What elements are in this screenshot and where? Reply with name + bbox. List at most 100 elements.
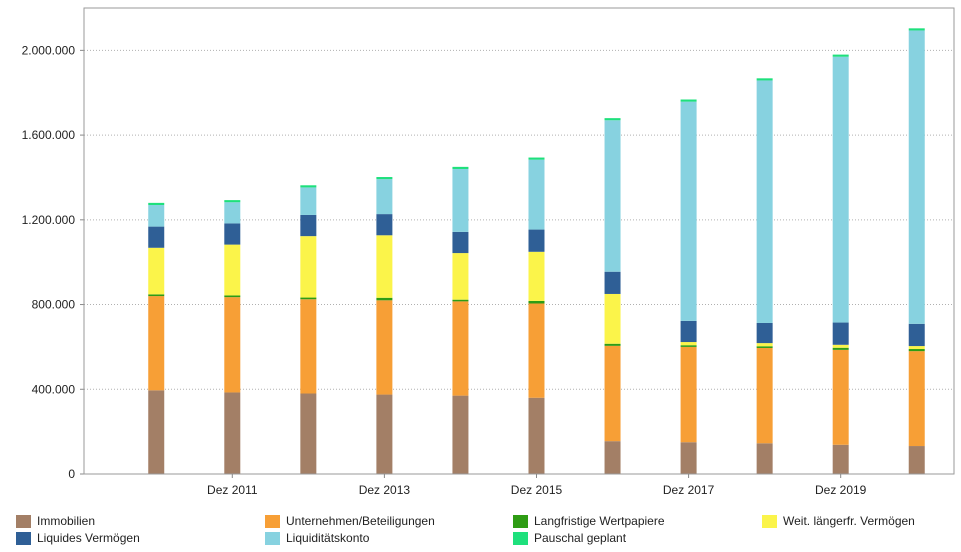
bar-segment — [832, 444, 849, 474]
bar-segment — [528, 300, 545, 304]
legend-label: Unternehmen/Beteiligungen — [286, 514, 435, 528]
legend-swatch — [16, 531, 31, 545]
bar-segment — [528, 397, 545, 474]
legend-swatch — [762, 514, 777, 528]
bar-segment — [756, 443, 773, 474]
bar-segment — [376, 179, 393, 215]
bar-segment — [148, 247, 165, 295]
bar-segment — [224, 295, 241, 298]
legend-label: Liquides Vermögen — [37, 531, 140, 545]
stacked-bar-chart: 0 400.000 800.000 1.200.000 1.600.000 2.000.0… — [22, 7, 955, 497]
bar-segment — [756, 347, 773, 444]
bar-segment — [528, 159, 545, 230]
bar-segment — [528, 303, 545, 398]
legend-swatch — [513, 531, 528, 545]
y-tick-label: 0 — [68, 467, 75, 481]
legend-item-liquides-vermoegen[interactable]: Liquides Vermögen — [16, 531, 140, 545]
bars — [148, 28, 925, 474]
y-tick-label: 1.600.000 — [22, 128, 76, 142]
bar-segment — [908, 28, 925, 31]
bar-segment — [528, 229, 545, 252]
x-tick-label: Dez 2017 — [663, 483, 715, 497]
bar-segment — [224, 297, 241, 393]
legend-item-weitere-vermoegen[interactable]: Weit. längerfr. Vermögen — [762, 514, 915, 528]
bar-segment — [604, 293, 621, 344]
legend-label: Langfristige Wertpapiere — [534, 514, 665, 528]
legend-swatch — [265, 514, 280, 528]
bar-segment — [908, 30, 925, 324]
bar-segment — [300, 393, 317, 474]
bar-segment — [452, 395, 469, 474]
legend-item-unternehmen[interactable]: Unternehmen/Beteiligungen — [265, 514, 435, 528]
bar-segment — [908, 349, 925, 352]
bar-segment — [832, 54, 849, 57]
bar-segment — [604, 345, 621, 442]
bar-segment — [148, 204, 165, 227]
legend-label: Liquiditätskonto — [286, 531, 370, 545]
bar-segment — [376, 297, 393, 301]
legend-swatch — [265, 531, 280, 545]
y-tick-label: 2.000.000 — [22, 43, 76, 57]
bar-segment — [908, 446, 925, 474]
bar-segment — [756, 343, 773, 347]
plot-frame — [83, 7, 955, 475]
bar-segment — [680, 320, 697, 343]
bar-segment — [604, 271, 621, 294]
legend-item-liquiditaetskonto[interactable]: Liquiditätskonto — [265, 531, 369, 545]
legend-label: Immobilien — [37, 514, 96, 528]
bar-segment — [604, 343, 621, 346]
grid-lines — [84, 49, 954, 390]
bar-segment — [452, 299, 469, 302]
bar-segment — [300, 299, 317, 394]
bar-segment — [148, 296, 165, 391]
bar-segment — [680, 101, 697, 321]
bar-segment — [680, 99, 697, 102]
x-tick-label: Dez 2011 — [207, 483, 258, 497]
bar-segment — [452, 253, 469, 300]
bar-segment — [376, 300, 393, 395]
bar-segment — [224, 392, 241, 474]
legend-item-immobilien[interactable]: Immobilien — [16, 514, 95, 528]
bar-segment — [604, 441, 621, 474]
bar-segment — [756, 80, 773, 323]
bar-segment — [832, 344, 849, 348]
bar-segment — [832, 322, 849, 345]
bar-segment — [680, 345, 697, 347]
legend-item-pauschal-geplant[interactable]: Pauschal geplant — [513, 531, 626, 545]
bar-segment — [452, 168, 469, 232]
bar-segment — [832, 56, 849, 323]
bar-segment — [680, 342, 697, 346]
bar-segment — [604, 118, 621, 121]
legend-item-langfristige-wertpapiere[interactable]: Langfristige Wertpapiere — [513, 514, 665, 528]
bar-segment — [376, 214, 393, 236]
bar-segment — [376, 177, 393, 180]
bar-segment — [224, 202, 241, 224]
bar-segment — [300, 187, 317, 215]
bar-segment — [148, 226, 165, 248]
bar-segment — [756, 322, 773, 344]
bar-segment — [680, 346, 697, 443]
bar-segment — [528, 251, 545, 301]
x-tick-label: Dez 2013 — [359, 483, 411, 497]
bar-segment — [224, 244, 241, 296]
axes: 0 400.000 800.000 1.200.000 1.600.000 2.000.0… — [22, 7, 955, 497]
bar-segment — [148, 202, 165, 205]
y-tick-label: 1.200.000 — [22, 213, 76, 227]
bar-segment — [832, 347, 849, 350]
y-tick-label: 400.000 — [32, 382, 76, 396]
bar-segment — [604, 120, 621, 272]
bar-segment — [148, 294, 165, 297]
bar-segment — [376, 394, 393, 474]
legend: Immobilien Unternehmen/Beteiligungen Lan… — [0, 512, 961, 552]
bar-segment — [528, 157, 545, 160]
bar-segment — [452, 301, 469, 396]
bar-segment — [300, 297, 317, 300]
bar-segment — [832, 349, 849, 445]
bar-segment — [908, 351, 925, 447]
bar-segment — [680, 442, 697, 474]
bar-segment — [300, 236, 317, 298]
legend-label: Weit. längerfr. Vermögen — [783, 514, 915, 528]
legend-swatch — [16, 514, 31, 528]
bar-segment — [376, 235, 393, 298]
bar-segment — [452, 166, 469, 169]
